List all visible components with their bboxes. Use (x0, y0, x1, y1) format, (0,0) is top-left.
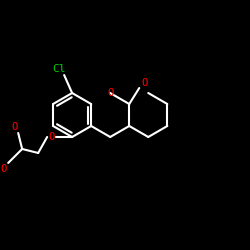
Text: O: O (11, 122, 17, 132)
Text: Cl: Cl (52, 64, 66, 74)
Text: O: O (141, 78, 147, 88)
Text: O: O (107, 88, 113, 98)
Text: O: O (0, 164, 6, 174)
Text: O: O (48, 132, 54, 142)
